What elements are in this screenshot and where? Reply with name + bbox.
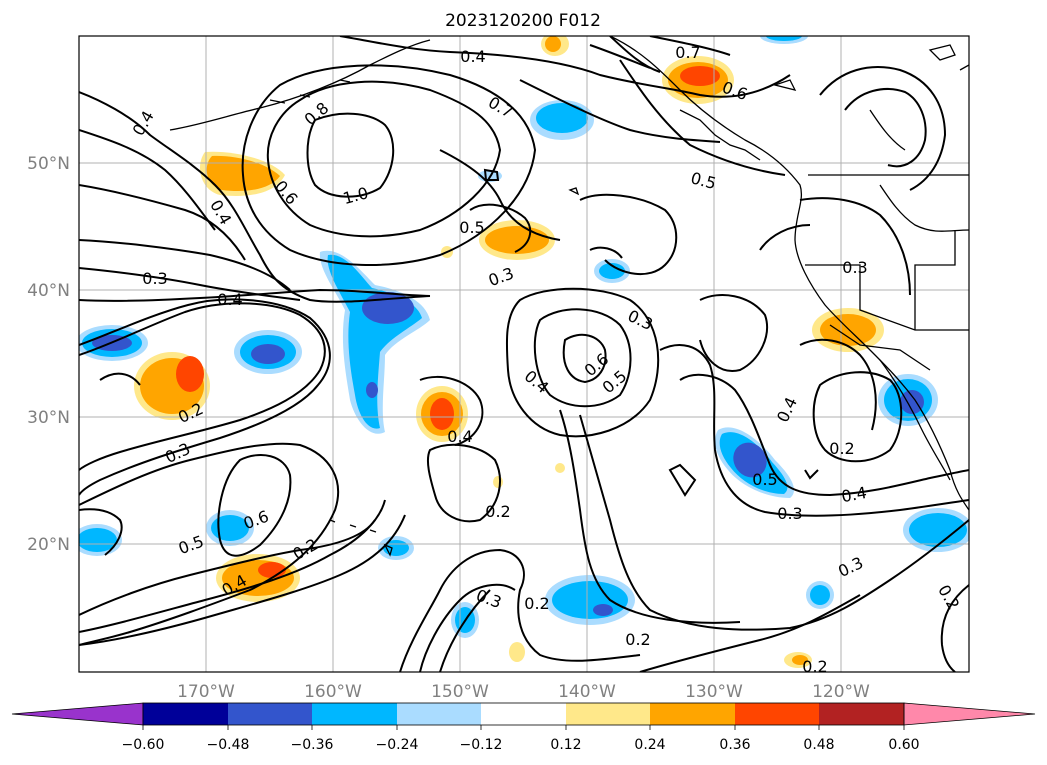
colorbar-tick-label: −0.60 xyxy=(122,737,165,753)
lon-label-120w: 120°W xyxy=(812,682,870,702)
colorbar-bin xyxy=(650,703,735,725)
contour-label: 0.2 xyxy=(625,630,650,649)
contour-label: 0.3 xyxy=(842,258,867,277)
contour-label: 0.5 xyxy=(752,470,777,489)
contour-label: 0.2 xyxy=(802,657,827,676)
contour-label: 0.4 xyxy=(840,483,868,506)
colorbar: −0.60 −0.48 −0.36 −0.24 −0.12 0.12 0.24 … xyxy=(11,702,1036,753)
lat-label-50n: 50°N xyxy=(27,154,70,174)
contour-label: 0.4 xyxy=(447,427,472,446)
map-title: 2023120200 F012 xyxy=(445,11,601,31)
longitude-labels: 170°W 160°W 150°W 140°W 130°W 120°W xyxy=(177,682,870,702)
colorbar-bin xyxy=(397,703,481,725)
coastlines xyxy=(169,36,969,557)
colorbar-tick-label: −0.24 xyxy=(376,737,419,753)
colorbar-extend-right xyxy=(903,702,1036,726)
contour-label: 0.7 xyxy=(675,43,700,62)
lon-label-170w: 170°W xyxy=(177,682,235,702)
contour-label: 0.4 xyxy=(460,47,485,66)
colorbar-tick-label: 0.24 xyxy=(634,737,665,753)
colorbar-tick-label: −0.36 xyxy=(291,737,334,753)
lat-label-30n: 30°N xyxy=(27,408,70,428)
contour-label: 0.2 xyxy=(524,594,549,613)
map-plot-area: 0.4 0.7 0.6 0.8 0.7 0.4 1.0 0.5 0.6 0.4 … xyxy=(79,36,969,676)
colorbar-bin xyxy=(143,703,228,725)
colorbar-extend-left xyxy=(11,702,144,726)
contour-label: 0.5 xyxy=(459,218,484,237)
lon-label-130w: 130°W xyxy=(685,682,743,702)
colorbar-bin xyxy=(481,703,566,725)
map-frame xyxy=(78,35,970,673)
colorbar-tick-label: 0.48 xyxy=(803,737,834,753)
colorbar-tick-label: −0.12 xyxy=(460,737,503,753)
colorbar-bin xyxy=(735,703,819,725)
contour-labels: 0.4 0.7 0.6 0.8 0.7 0.4 1.0 0.5 0.6 0.4 … xyxy=(129,43,964,676)
contour-label: 0.2 xyxy=(829,439,854,458)
colorbar-bin xyxy=(312,703,397,725)
colorbar-bin xyxy=(228,703,312,725)
lon-label-160w: 160°W xyxy=(304,682,362,702)
colorbar-tick-label: −0.48 xyxy=(207,737,250,753)
contour-label: 0.3 xyxy=(142,269,167,288)
colorbar-bin xyxy=(819,703,904,725)
contour-label: 0.2 xyxy=(485,502,510,521)
shaded-anomaly-fields xyxy=(79,36,969,668)
colorbar-bin xyxy=(566,703,650,725)
colorbar-tick-label: 0.12 xyxy=(550,737,581,753)
contour-label: 0.4 xyxy=(217,290,242,309)
latitude-labels: 50°N 40°N 30°N 20°N xyxy=(27,154,70,555)
contour-lines xyxy=(79,36,969,672)
lat-label-40n: 40°N xyxy=(27,281,70,301)
colorbar-tick-label: 0.36 xyxy=(719,737,750,753)
lon-label-140w: 140°W xyxy=(558,682,616,702)
colorbar-tick-label: 0.60 xyxy=(888,737,919,753)
lat-label-20n: 20°N xyxy=(27,535,70,555)
colorbar-tick-labels: −0.60 −0.48 −0.36 −0.24 −0.12 0.12 0.24 … xyxy=(122,737,920,753)
lon-label-150w: 150°W xyxy=(431,682,489,702)
contour-label: 0.3 xyxy=(777,504,802,523)
